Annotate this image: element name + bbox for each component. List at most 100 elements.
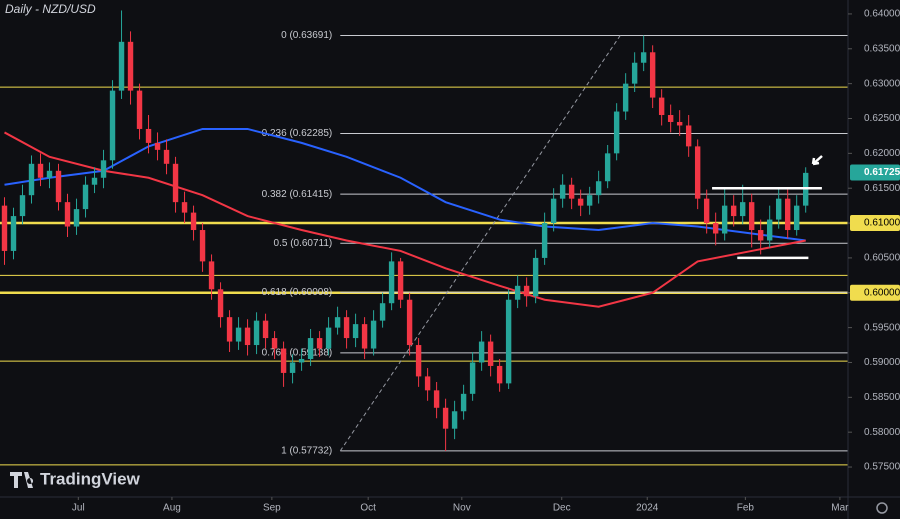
candle-body (766, 219, 773, 241)
x-tick-label: Aug (163, 503, 181, 514)
plot-area: 0 (0.63691) 0.236 (0.62285) 0.382 (0.61415… (0, 10, 848, 466)
candle-body (586, 195, 593, 206)
candle-body (55, 170, 62, 203)
candle-body (793, 205, 800, 231)
candle-body (505, 299, 512, 384)
candle-body (451, 411, 458, 429)
candle-body (226, 317, 233, 342)
candle-body (469, 362, 476, 394)
arrow-annotation (811, 155, 823, 166)
candle-body (181, 202, 188, 213)
candle-body (604, 153, 611, 182)
key-level-tag (850, 284, 900, 301)
candle-body (514, 285, 521, 300)
y-tick-label: 0.58000 (864, 427, 900, 438)
candle-body (37, 163, 44, 178)
candle-body (82, 184, 89, 210)
candle-body (172, 163, 179, 203)
candle-body (496, 365, 503, 384)
x-tick-label: 2024 (636, 503, 659, 514)
candle-body (163, 149, 170, 164)
y-tick-label: 0.61000 (864, 218, 900, 229)
candle-body (388, 261, 395, 304)
x-tick-label: Sep (263, 503, 281, 514)
candle-body (685, 125, 692, 147)
candle-body (595, 181, 602, 196)
candle-body (1, 205, 8, 251)
y-tick-label: 0.60000 (864, 287, 900, 298)
candle-body (109, 90, 116, 161)
fib-label: 0.5 (0.60711) (274, 238, 333, 249)
candle-body (487, 341, 494, 366)
moving-average (4, 127, 806, 242)
last-price-label: 0.61725 (864, 167, 900, 178)
candle-body (334, 317, 341, 328)
candle-body (199, 230, 206, 262)
candle-body (280, 348, 287, 373)
watermark-text: TradingView (40, 469, 141, 488)
candle-body (640, 52, 647, 63)
candle-body (649, 52, 656, 98)
candle-body (631, 62, 638, 84)
y-tick-label: 0.59500 (864, 322, 900, 333)
candle-body (541, 223, 548, 258)
candle-body (217, 289, 224, 318)
candle-body (577, 198, 584, 206)
candle-body (712, 223, 719, 234)
candle-body (622, 83, 629, 112)
x-tick-label: Dec (553, 503, 571, 514)
key-level-tag (850, 215, 900, 232)
candle-body (559, 184, 566, 199)
watermark: TradingView (10, 469, 141, 488)
fib-label: 0.382 (0.61415) (262, 189, 333, 200)
candle-body (307, 338, 314, 359)
y-tick-label: 0.62000 (864, 148, 900, 159)
candle-body (325, 327, 332, 349)
candle-body (730, 205, 737, 217)
candle-body (118, 41, 125, 91)
candle-body (424, 376, 431, 391)
candle-body (316, 338, 323, 349)
candle-body (550, 198, 557, 224)
candle-body (415, 345, 422, 377)
candle-body (352, 324, 359, 339)
candle-body (370, 320, 377, 349)
candle-body (208, 261, 215, 290)
candle-body (676, 121, 683, 126)
candle-body (127, 41, 134, 91)
candle-body (460, 393, 467, 412)
candle-body (361, 324, 368, 349)
candle-body (262, 320, 269, 339)
candle-body (154, 142, 161, 150)
fib-label: 0.764 (0.59138) (262, 347, 333, 358)
candle-body (757, 230, 764, 241)
candle-body (91, 177, 98, 185)
x-tick-label: Feb (737, 503, 755, 514)
fib-label: 1 (0.57732) (281, 445, 332, 456)
y-tick-label: 0.62500 (864, 113, 900, 124)
last-price-tag (850, 164, 900, 181)
candle-body (19, 195, 26, 217)
candle-body (73, 209, 80, 227)
candle-body (775, 198, 782, 220)
chart-title: Daily - NZD/USD (5, 2, 96, 16)
candle-body (343, 317, 350, 339)
candle-body (190, 212, 197, 231)
candle-body (784, 198, 791, 231)
settings-icon[interactable] (876, 502, 888, 514)
y-tick-label: 0.57500 (864, 462, 900, 473)
candle-body (100, 160, 107, 178)
candle-body (442, 407, 449, 429)
candle-body (271, 338, 278, 349)
candle-body (478, 341, 485, 363)
y-tick-label: 0.63000 (864, 78, 900, 89)
y-tick-label: 0.60500 (864, 253, 900, 264)
candle-body (703, 198, 710, 224)
x-tick-label: Mar (831, 503, 849, 514)
candle-body (379, 303, 386, 321)
candle-body (694, 146, 701, 199)
candle-body (64, 202, 71, 227)
y-tick-label: 0.61500 (864, 183, 900, 194)
